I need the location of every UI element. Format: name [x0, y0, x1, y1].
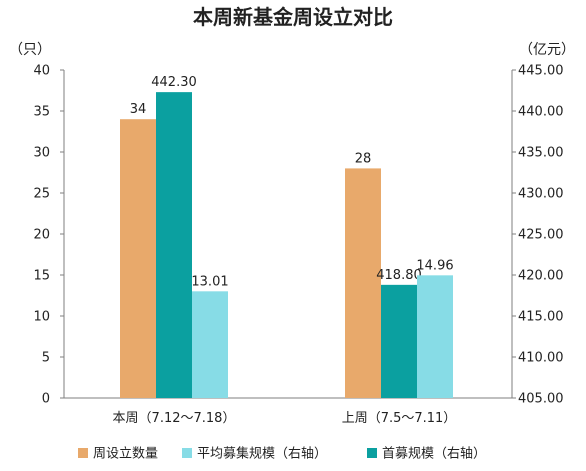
legend-swatch	[78, 448, 88, 458]
bar-3-2	[417, 275, 453, 398]
data-label: 28	[355, 151, 372, 166]
right-tick-label: 445.00	[518, 64, 564, 79]
left-tick-label: 5	[42, 351, 50, 366]
legend-label: 首募规模（右轴）	[382, 447, 486, 462]
bar-2-1	[156, 92, 192, 398]
data-label: 14.96	[416, 258, 453, 273]
legend-swatch	[367, 448, 377, 458]
bar-2-2	[381, 284, 417, 398]
left-tick-label: 35	[33, 105, 50, 120]
data-label: 13.01	[191, 274, 228, 289]
right-tick-label: 430.00	[518, 187, 564, 202]
left-axis-unit: （只）	[9, 42, 51, 58]
legend-swatch	[182, 448, 192, 458]
left-tick-label: 15	[33, 269, 50, 284]
left-tick-label: 10	[33, 310, 50, 325]
category-label: 本周（7.12～7.18）	[113, 411, 236, 426]
bar-3-1	[192, 291, 228, 398]
chart-title: 本周新基金周设立对比	[193, 5, 393, 29]
data-label: 34	[130, 102, 147, 117]
legend: 周设立数量 平均募集规模（右轴） 首募规模（右轴）	[78, 446, 486, 462]
legend-label: 平均募集规模（右轴）	[197, 446, 327, 462]
category-label: 上周（7.5～7.11）	[342, 411, 457, 426]
right-axis-unit: （亿元）	[519, 42, 575, 58]
left-tick-label: 30	[33, 146, 50, 161]
legend-label: 周设立数量	[93, 447, 158, 462]
right-tick-label: 420.00	[518, 269, 564, 284]
right-tick-label: 405.00	[518, 392, 564, 407]
data-label: 418.80	[376, 268, 422, 283]
left-tick-label: 40	[33, 64, 50, 79]
bar-1-1	[120, 119, 156, 398]
bar-1-2	[345, 168, 381, 398]
left-tick-label: 20	[33, 228, 50, 243]
right-tick-label: 435.00	[518, 146, 564, 161]
right-tick-label: 410.00	[518, 351, 564, 366]
left-tick-label: 25	[33, 187, 50, 202]
right-tick-label: 425.00	[518, 228, 564, 243]
plot-area: 0 5 10 15 20 25 30 35 40 405.00 410.00 415.00 420.00…	[33, 64, 563, 427]
right-tick-label: 415.00	[518, 310, 564, 325]
left-tick-label: 0	[42, 392, 50, 407]
right-tick-label: 440.00	[518, 105, 564, 120]
data-label: 442.30	[151, 75, 197, 90]
